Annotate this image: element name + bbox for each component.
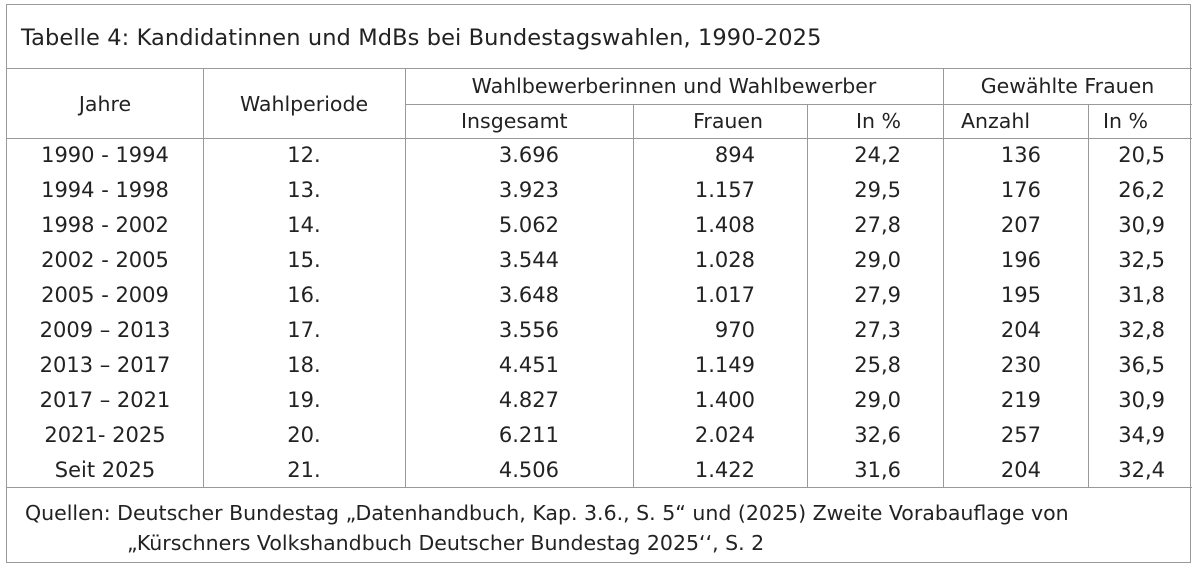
header-frauen: Frauen <box>693 109 763 133</box>
cell-in-pct-1: 25,8 <box>854 353 901 377</box>
cell-in-pct-1: 29,0 <box>854 388 901 412</box>
header-group-gewaehlt: Gewählte Frauen <box>980 74 1155 98</box>
rule-under-title <box>7 68 1192 69</box>
cell-in-pct-2: 30,9 <box>1118 388 1165 412</box>
cell-jahre: 1990 - 1994 <box>41 143 169 167</box>
cell-jahre: 1998 - 2002 <box>41 213 169 237</box>
cell-jahre: 2002 - 2005 <box>41 248 169 272</box>
cell-in-pct-2: 32,8 <box>1118 318 1165 342</box>
cell-anzahl: 196 <box>1000 248 1041 272</box>
cell-anzahl: 136 <box>1000 143 1041 167</box>
cell-frauen: 894 <box>714 143 755 167</box>
cell-in-pct-2: 26,2 <box>1118 178 1165 202</box>
cell-jahre: 2017 – 2021 <box>39 388 171 412</box>
cell-in-pct-2: 34,9 <box>1118 423 1165 447</box>
cell-in-pct-2: 32,5 <box>1118 248 1165 272</box>
cell-jahre: 2013 – 2017 <box>39 353 171 377</box>
cell-insgesamt: 5.062 <box>498 213 559 237</box>
cell-wahlperiode: 21. <box>287 458 321 482</box>
cell-anzahl: 176 <box>1000 178 1041 202</box>
cell-wahlperiode: 13. <box>287 178 321 202</box>
header-wahlperiode: Wahlperiode <box>239 92 369 116</box>
cell-anzahl: 257 <box>1000 423 1041 447</box>
cell-wahlperiode: 17. <box>287 318 321 342</box>
table-frame: Tabelle 4: Kandidatinnen und MdBs bei Bu… <box>6 4 1192 563</box>
cell-in-pct-2: 32,4 <box>1118 458 1165 482</box>
cell-anzahl: 219 <box>1000 388 1041 412</box>
cell-insgesamt: 3.648 <box>498 283 559 307</box>
cell-anzahl: 230 <box>1000 353 1041 377</box>
cell-in-pct-2: 36,5 <box>1118 353 1165 377</box>
cell-frauen: 1.408 <box>694 213 755 237</box>
cell-insgesamt: 3.544 <box>498 248 559 272</box>
rule-above-source <box>7 487 1192 488</box>
cell-in-pct-1: 27,3 <box>854 318 901 342</box>
rule-under-headers <box>7 138 1192 139</box>
cell-in-pct-1: 24,2 <box>854 143 901 167</box>
cell-jahre: 2021- 2025 <box>44 423 166 447</box>
cell-wahlperiode: 15. <box>287 248 321 272</box>
cell-frauen: 970 <box>714 318 755 342</box>
cell-frauen: 1.149 <box>694 353 755 377</box>
col-divider-frauen <box>807 104 808 487</box>
cell-wahlperiode: 16. <box>287 283 321 307</box>
cell-frauen: 1.157 <box>694 178 755 202</box>
header-insgesamt: Insgesamt <box>461 109 568 133</box>
col-divider-insgesamt <box>633 104 634 487</box>
cell-frauen: 2.024 <box>694 423 755 447</box>
col-divider-anzahl <box>1088 104 1089 487</box>
source-line-2: „Kürschners Volkshandbuch Deutscher Bund… <box>127 531 765 555</box>
cell-insgesamt: 4.827 <box>498 388 559 412</box>
cell-in-pct-1: 27,9 <box>854 283 901 307</box>
col-divider-wahlperiode <box>405 68 406 487</box>
cell-frauen: 1.028 <box>694 248 755 272</box>
cell-anzahl: 207 <box>1000 213 1041 237</box>
cell-frauen: 1.400 <box>694 388 755 412</box>
cell-jahre: 2009 – 2013 <box>39 318 171 342</box>
cell-anzahl: 204 <box>1000 318 1041 342</box>
cell-in-pct-2: 30,9 <box>1118 213 1165 237</box>
cell-wahlperiode: 19. <box>287 388 321 412</box>
cell-in-pct-1: 31,6 <box>854 458 901 482</box>
cell-in-pct-1: 29,0 <box>854 248 901 272</box>
table-title: Tabelle 4: Kandidatinnen und MdBs bei Bu… <box>21 25 822 51</box>
col-divider-group <box>943 68 944 487</box>
source-line-1: Quellen: Deutscher Bundestag „Datenhandb… <box>25 501 1069 525</box>
cell-frauen: 1.017 <box>694 283 755 307</box>
header-group-bewerber: Wahlbewerberinnen und Wahlbewerber <box>471 74 877 98</box>
cell-in-pct-2: 31,8 <box>1118 283 1165 307</box>
cell-in-pct-1: 32,6 <box>854 423 901 447</box>
cell-wahlperiode: 12. <box>287 143 321 167</box>
cell-jahre: 1994 - 1998 <box>41 178 169 202</box>
cell-wahlperiode: 20. <box>287 423 321 447</box>
cell-insgesamt: 3.923 <box>498 178 559 202</box>
cell-insgesamt: 3.556 <box>498 318 559 342</box>
cell-insgesamt: 3.696 <box>498 143 559 167</box>
col-divider-jahre <box>203 68 204 487</box>
cell-insgesamt: 4.506 <box>498 458 559 482</box>
cell-wahlperiode: 18. <box>287 353 321 377</box>
cell-in-pct-2: 20,5 <box>1118 143 1165 167</box>
cell-anzahl: 195 <box>1000 283 1041 307</box>
cell-jahre: 2005 - 2009 <box>41 283 169 307</box>
header-in-pct-1: In % <box>855 109 901 133</box>
cell-anzahl: 204 <box>1000 458 1041 482</box>
cell-wahlperiode: 14. <box>287 213 321 237</box>
cell-insgesamt: 4.451 <box>498 353 559 377</box>
cell-frauen: 1.422 <box>694 458 755 482</box>
cell-in-pct-1: 29,5 <box>854 178 901 202</box>
header-anzahl: Anzahl <box>961 109 1031 133</box>
cell-jahre: Seit 2025 <box>54 458 156 482</box>
header-in-pct-2: In % <box>1102 109 1148 133</box>
cell-insgesamt: 6.211 <box>498 423 559 447</box>
cell-in-pct-1: 27,8 <box>854 213 901 237</box>
header-jahre: Jahre <box>78 92 132 116</box>
rule-under-group-headers <box>405 104 1192 105</box>
